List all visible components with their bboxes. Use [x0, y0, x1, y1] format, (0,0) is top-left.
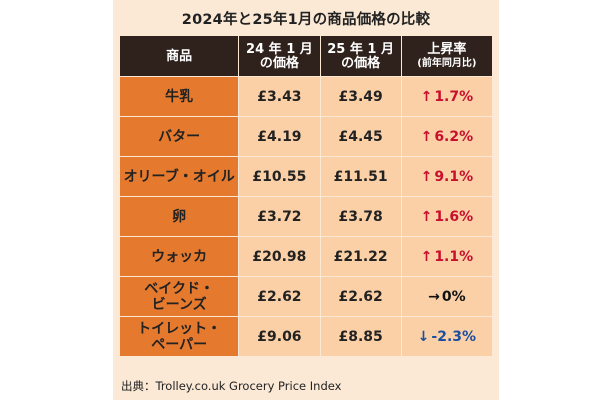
header-rate-main: 上昇率	[427, 42, 467, 57]
price-2024: £3.72	[239, 197, 320, 236]
change-rate-value: 6.2%	[434, 128, 474, 145]
table-row: ベイクド・ ビーンズ £2.62 £2.62 → 0%	[120, 277, 492, 316]
arrow-up-icon: ↑	[420, 248, 433, 265]
arrow-down-icon: ↓	[417, 328, 430, 345]
change-rate: ↑ 1.6%	[401, 197, 492, 236]
header-price-2025: 25 年 1 月 の価格	[320, 36, 401, 76]
change-rate-value: 1.1%	[434, 248, 474, 265]
price-2025: £2.62	[320, 277, 401, 316]
table-row: トイレット・ ペーパー £9.06 £8.85 ↓ -2.3%	[120, 317, 492, 356]
price-2024: £20.98	[239, 237, 320, 276]
item-name: 卵	[120, 197, 239, 236]
arrow-right-icon: →	[428, 288, 440, 305]
page-title: 2024年と25年1月の商品価格の比較	[181, 12, 431, 28]
header-price-2025-main: 25 年 1 月	[327, 42, 394, 57]
price-2024: £4.19	[239, 117, 320, 156]
change-rate: ↑ 1.1%	[401, 237, 492, 276]
price-2025: £11.51	[320, 157, 401, 196]
change-rate: ↑ 1.7%	[401, 77, 492, 116]
header-price-2025-sub: の価格	[341, 56, 381, 71]
header-rate-sub: (前年同月比)	[417, 58, 477, 69]
price-2025: £3.78	[320, 197, 401, 236]
price-2025: £21.22	[320, 237, 401, 276]
price-2024: £3.43	[239, 77, 320, 116]
item-name: オリーブ・オイル	[120, 157, 239, 196]
table-row: バター £4.19 £4.45 ↑ 6.2%	[120, 117, 492, 156]
change-rate: → 0%	[401, 277, 492, 316]
item-name-line1: ベイクド・	[144, 280, 215, 297]
header-rate: 上昇率 (前年同月比)	[401, 36, 492, 76]
header-price-2024-main: 24 年 1 月	[246, 42, 313, 57]
change-rate-value: 1.6%	[434, 208, 474, 225]
item-name: ウォッカ	[120, 237, 239, 276]
arrow-up-icon: ↑	[420, 88, 433, 105]
price-2024: £10.55	[239, 157, 320, 196]
item-name-line1: トイレット・	[137, 320, 222, 337]
source-note: 出典：Trolley.co.uk Grocery Price Index	[121, 379, 342, 393]
arrow-up-icon: ↑	[420, 128, 433, 145]
change-rate: ↑ 9.1%	[401, 157, 492, 196]
header-price-2024-sub: の価格	[259, 56, 299, 71]
header-row: 商品 24 年 1 月 の価格 25 年 1 月 の価格 上昇率 (前年同月比)	[120, 36, 492, 76]
price-table: 商品 24 年 1 月 の価格 25 年 1 月 の価格 上昇率 (前年同月比)…	[119, 35, 493, 357]
header-item: 商品	[120, 36, 239, 76]
price-2024: £9.06	[239, 317, 320, 356]
table-row: オリーブ・オイル £10.55 £11.51 ↑ 9.1%	[120, 157, 492, 196]
table-row: 卵 £3.72 £3.78 ↑ 1.6%	[120, 197, 492, 236]
price-2025: £8.85	[320, 317, 401, 356]
header-price-2024: 24 年 1 月 の価格	[239, 36, 320, 76]
price-2024: £2.62	[239, 277, 320, 316]
price-2025: £3.49	[320, 77, 401, 116]
price-2025: £4.45	[320, 117, 401, 156]
table-row: ウォッカ £20.98 £21.22 ↑ 1.1%	[120, 237, 492, 276]
item-name-line2: ペーパー	[151, 336, 208, 353]
table-row: 牛乳 £3.43 £3.49 ↑ 1.7%	[120, 77, 492, 116]
arrow-up-icon: ↑	[420, 168, 433, 185]
item-name: バター	[120, 117, 239, 156]
change-rate-value: 9.1%	[434, 168, 474, 185]
arrow-up-icon: ↑	[420, 208, 433, 225]
table-body: 牛乳 £3.43 £3.49 ↑ 1.7% バター £4.19 £4.45 ↑ 6.2% オリーブ・…	[120, 77, 492, 356]
change-rate: ↑ 6.2%	[401, 117, 492, 156]
change-rate-value: -2.3%	[431, 328, 477, 345]
change-rate-value: 1.7%	[434, 88, 474, 105]
item-name: トイレット・ ペーパー	[120, 317, 239, 356]
change-rate-value: 0%	[441, 288, 466, 305]
item-name-line2: ビーンズ	[151, 296, 207, 313]
item-name: ベイクド・ ビーンズ	[120, 277, 239, 316]
change-rate: ↓ -2.3%	[401, 317, 492, 356]
comparison-panel: 2024年と25年1月の商品価格の比較 商品 24 年 1 月 の価格 25 年…	[113, 0, 499, 400]
item-name: 牛乳	[120, 77, 239, 116]
